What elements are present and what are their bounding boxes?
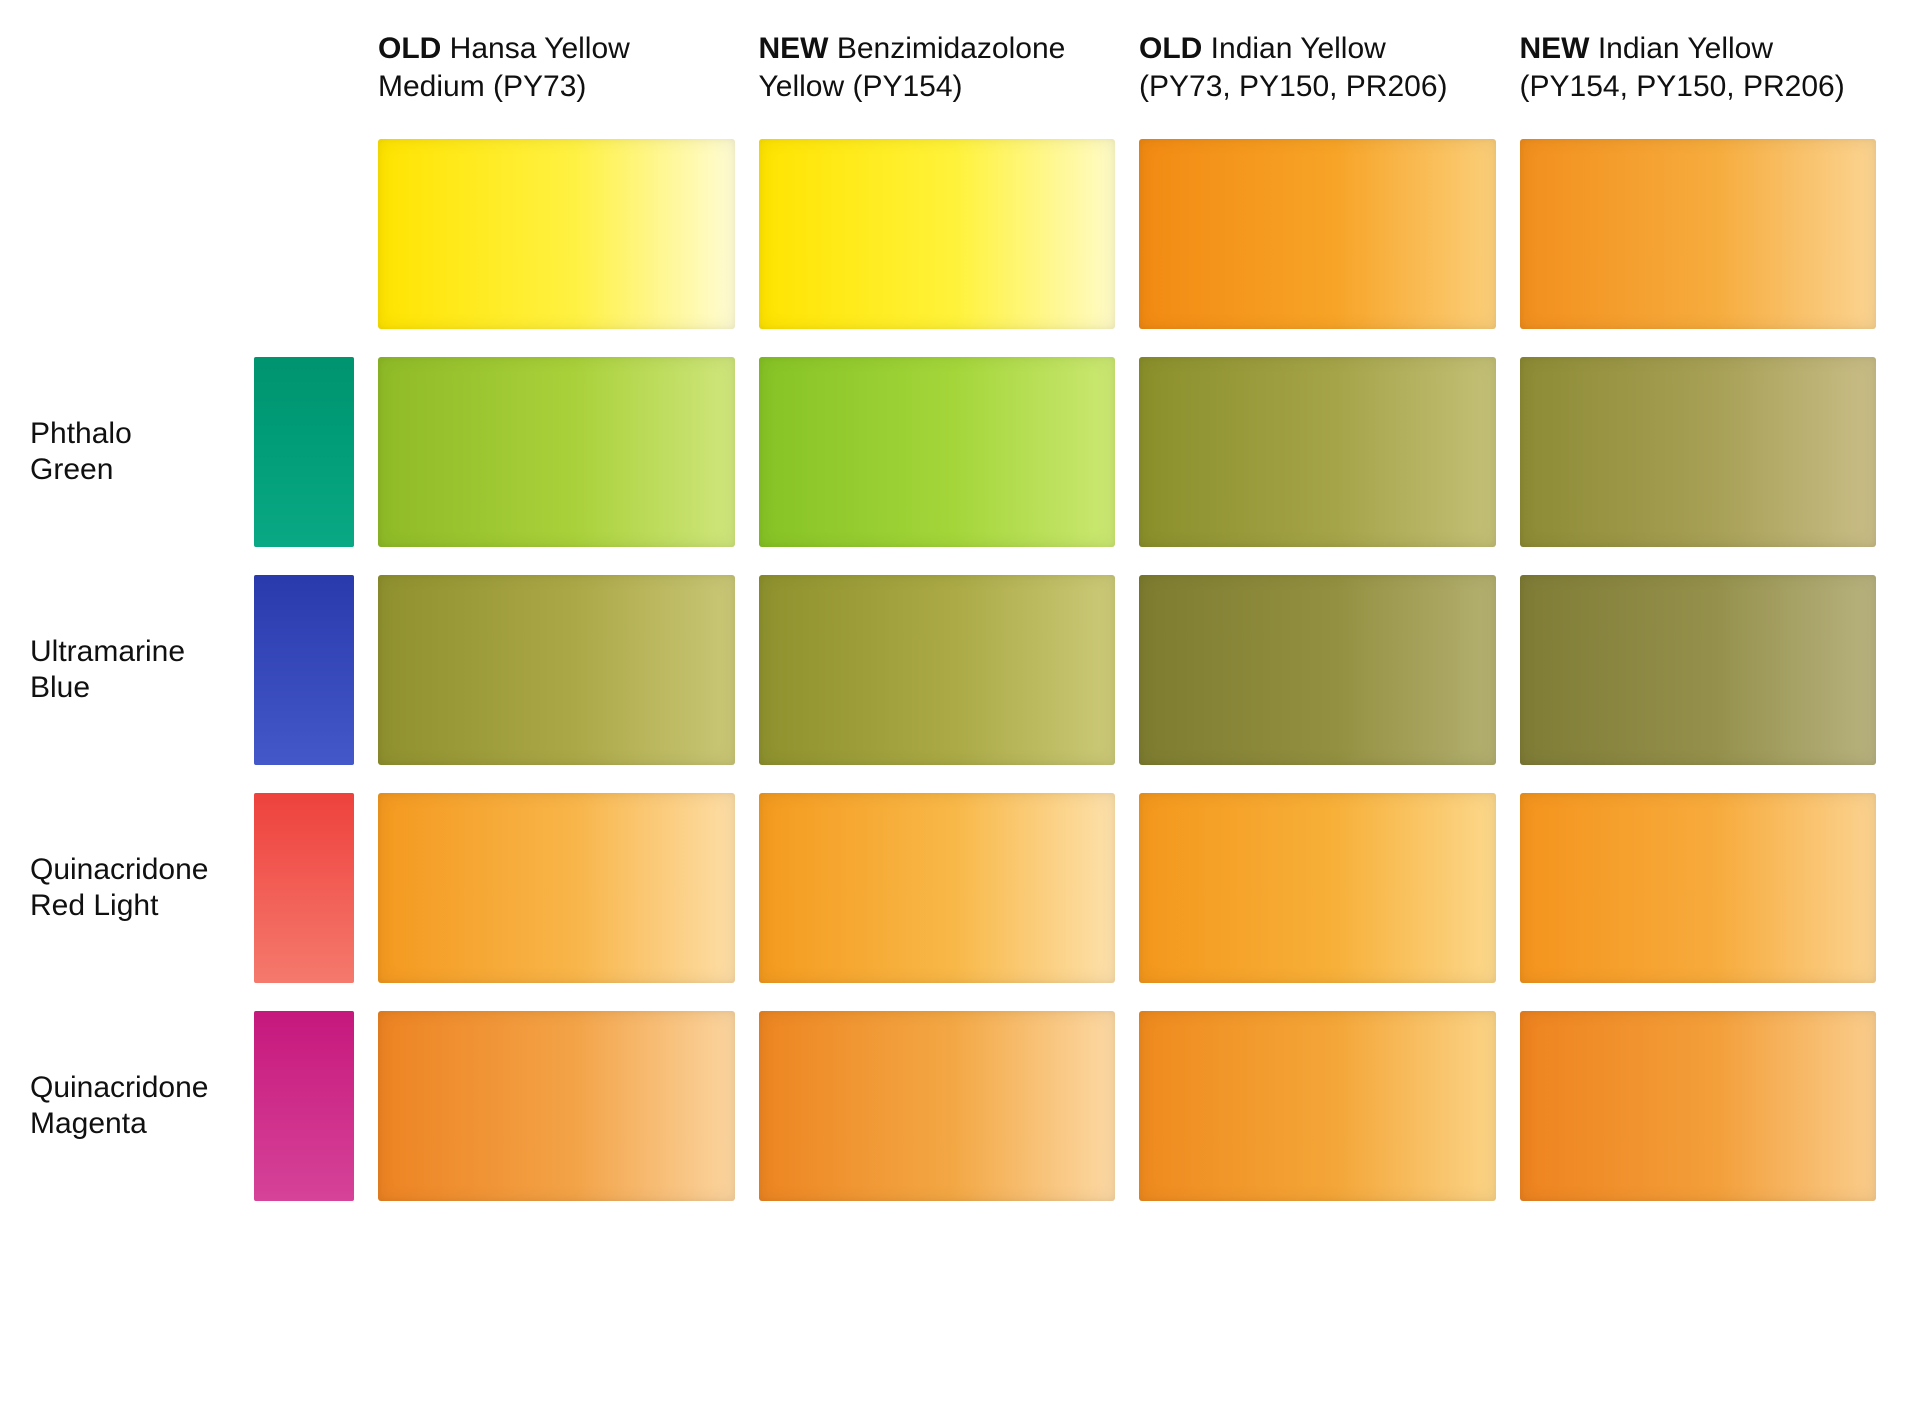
mix-swatch — [1520, 575, 1877, 765]
column-name-line2: (PY154, PY150, PR206) — [1520, 70, 1845, 103]
spacer — [254, 139, 354, 329]
row-label: QuinacridoneMagenta — [30, 1070, 230, 1142]
column-prefix: NEW — [759, 32, 829, 65]
row-pigment-chip — [254, 1011, 354, 1201]
column-prefix: NEW — [1520, 32, 1590, 65]
mix-swatch — [1520, 1011, 1877, 1201]
column-name-line2: (PY73, PY150, PR206) — [1139, 70, 1448, 103]
mix-swatch — [1139, 357, 1496, 547]
column-header: NEW Indian Yellow (PY154, PY150, PR206) — [1520, 30, 1877, 111]
mix-swatch — [759, 793, 1116, 983]
column-name-line2: Medium (PY73) — [378, 70, 586, 103]
column-pure-swatch — [1520, 139, 1877, 329]
row-label: QuinacridoneRed Light — [30, 852, 230, 924]
row-label-line1: Quinacridone — [30, 1071, 208, 1104]
mix-swatch — [1139, 575, 1496, 765]
row-label-line1: Quinacridone — [30, 853, 208, 886]
mix-swatch — [378, 575, 735, 765]
mix-swatch — [1139, 1011, 1496, 1201]
row-label-line2: Green — [30, 453, 113, 486]
mix-swatch — [378, 793, 735, 983]
mix-swatch — [378, 1011, 735, 1201]
column-prefix: OLD — [378, 32, 441, 65]
mix-swatch — [1139, 793, 1496, 983]
row-pigment-chip — [254, 575, 354, 765]
row-pigment-chip — [254, 357, 354, 547]
column-name-line1: Benzimidazolone — [837, 32, 1065, 65]
column-name-line1: Indian Yellow — [1598, 32, 1773, 65]
mix-swatch — [759, 357, 1116, 547]
row-label-line2: Red Light — [30, 889, 158, 922]
column-name-line1: Indian Yellow — [1211, 32, 1386, 65]
column-name-line1: Hansa Yellow — [450, 32, 630, 65]
column-header: OLD Indian Yellow (PY73, PY150, PR206) — [1139, 30, 1496, 111]
column-header: OLD Hansa Yellow Medium (PY73) — [378, 30, 735, 111]
row-label-line2: Blue — [30, 671, 90, 704]
mix-swatch — [378, 357, 735, 547]
row-label-line1: Ultramarine — [30, 635, 185, 668]
mix-swatch — [1520, 357, 1877, 547]
column-pure-swatch — [378, 139, 735, 329]
color-mixing-chart: OLD Hansa Yellow Medium (PY73) NEW Benzimi… — [30, 30, 1876, 1201]
mix-swatch — [1520, 793, 1877, 983]
column-pure-swatch — [759, 139, 1116, 329]
mix-swatch — [759, 575, 1116, 765]
row-label-line2: Magenta — [30, 1107, 147, 1140]
column-header: NEW Benzimidazolone Yellow (PY154) — [759, 30, 1116, 111]
column-prefix: OLD — [1139, 32, 1202, 65]
column-pure-swatch — [1139, 139, 1496, 329]
mix-swatch — [759, 1011, 1116, 1201]
column-name-line2: Yellow (PY154) — [759, 70, 963, 103]
spacer — [254, 30, 354, 111]
spacer — [30, 139, 230, 329]
row-label: UltramarineBlue — [30, 634, 230, 706]
row-label-line1: Phthalo — [30, 417, 132, 450]
row-label: PhthaloGreen — [30, 416, 230, 488]
spacer — [30, 30, 230, 111]
row-pigment-chip — [254, 793, 354, 983]
